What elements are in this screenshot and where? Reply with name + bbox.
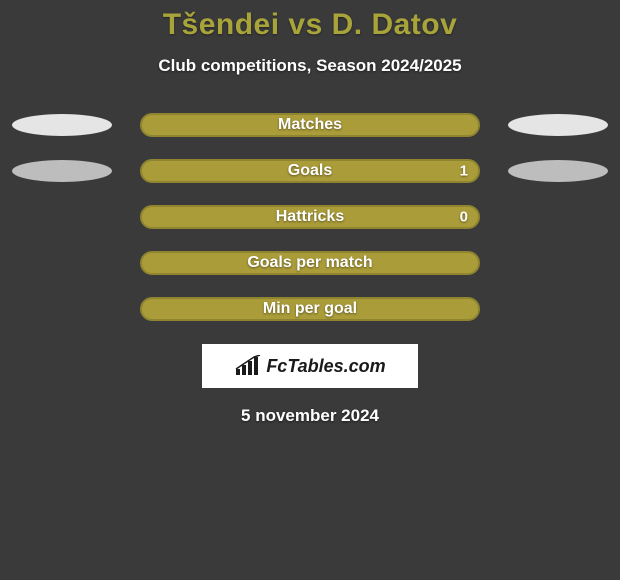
- right-ellipse-empty: [508, 206, 608, 228]
- right-ellipse: [508, 114, 608, 136]
- left-ellipse-empty: [12, 252, 112, 274]
- date-text: 5 november 2024: [0, 406, 620, 426]
- stat-bar: Min per goal: [140, 297, 480, 321]
- stat-rows: Matches Goals 1 Hattricks 0 Goals per match Mi…: [0, 114, 620, 320]
- stat-bar: Hattricks 0: [140, 205, 480, 229]
- stat-row: Hattricks 0: [0, 206, 620, 228]
- subtitle: Club competitions, Season 2024/2025: [0, 56, 620, 76]
- left-ellipse-empty: [12, 206, 112, 228]
- stat-row: Goals 1: [0, 160, 620, 182]
- stat-label: Min per goal: [263, 300, 357, 318]
- page-title: Tšendei vs D. Datov: [0, 8, 620, 42]
- stat-row: Min per goal: [0, 298, 620, 320]
- stat-label: Hattricks: [276, 208, 344, 226]
- comparison-infographic: Tšendei vs D. Datov Club competitions, S…: [0, 0, 620, 426]
- right-ellipse: [508, 160, 608, 182]
- left-ellipse: [12, 114, 112, 136]
- logo: FcTables.com: [234, 355, 385, 377]
- right-ellipse-empty: [508, 252, 608, 274]
- stat-bar: Goals per match: [140, 251, 480, 275]
- stat-label: Goals: [288, 162, 332, 180]
- logo-box: FcTables.com: [202, 344, 418, 388]
- left-ellipse-empty: [12, 298, 112, 320]
- bars-icon: [234, 355, 262, 377]
- stat-bar: Goals 1: [140, 159, 480, 183]
- stat-label: Matches: [278, 116, 342, 134]
- stat-bar: Matches: [140, 113, 480, 137]
- left-ellipse: [12, 160, 112, 182]
- stat-value-right: 0: [460, 209, 468, 226]
- right-ellipse-empty: [508, 298, 608, 320]
- logo-text: FcTables.com: [266, 356, 385, 377]
- stat-row: Matches: [0, 114, 620, 136]
- stat-value-right: 1: [460, 163, 468, 180]
- stat-label: Goals per match: [247, 254, 372, 272]
- stat-row: Goals per match: [0, 252, 620, 274]
